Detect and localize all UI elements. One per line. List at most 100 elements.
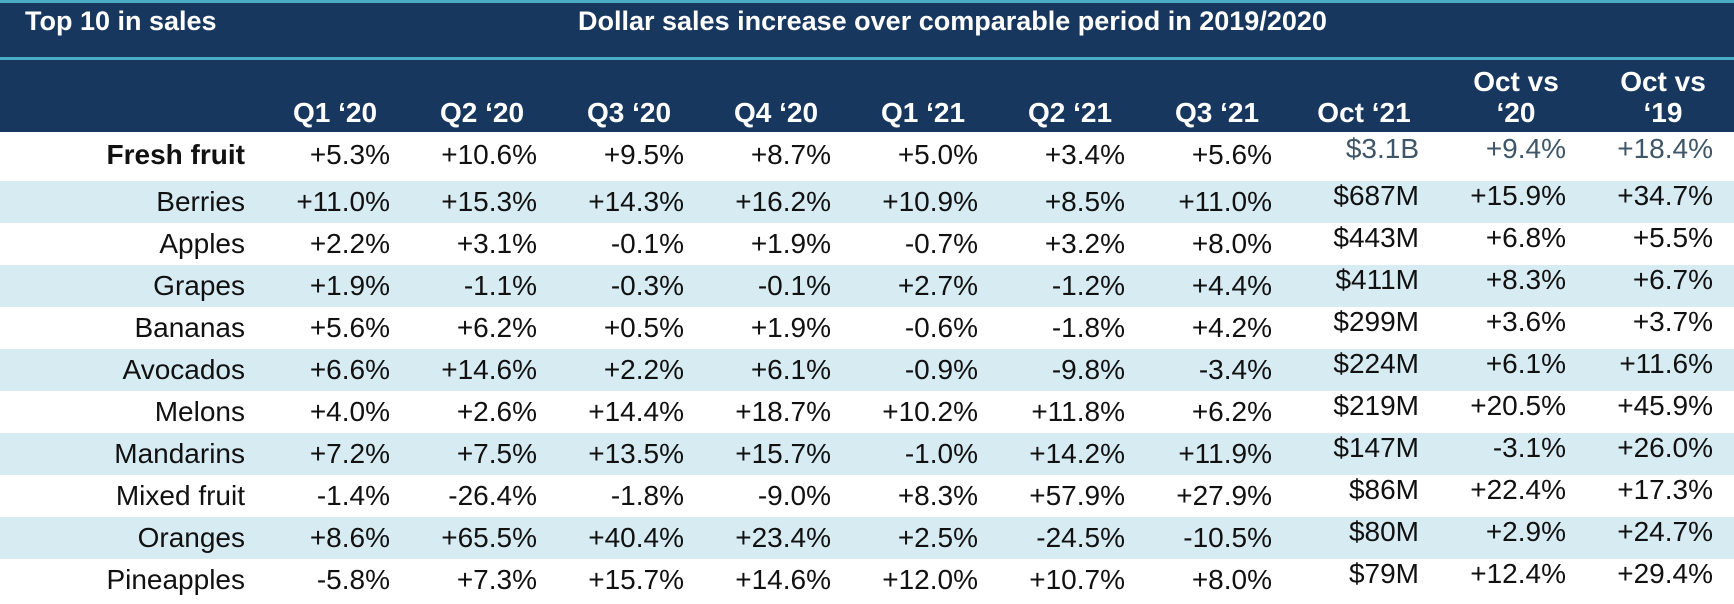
table-cell: +2.5% xyxy=(897,522,978,553)
table-cell: -0.1% xyxy=(757,270,831,301)
column-header: Q3 ‘20 xyxy=(586,97,672,128)
table-cell: +4.2% xyxy=(1191,312,1272,343)
table-cell: +15.7% xyxy=(588,564,684,595)
table-cell: +2.2% xyxy=(309,228,390,259)
table-cell: +18.4% xyxy=(1617,133,1713,164)
table-cell: +6.2% xyxy=(1191,396,1272,427)
table-cell: +3.2% xyxy=(1044,228,1125,259)
table-cell: -5.8% xyxy=(316,564,390,595)
table-cell: +27.9% xyxy=(1176,480,1272,511)
table-cell: -0.1% xyxy=(610,228,684,259)
table-cell: +8.0% xyxy=(1191,228,1272,259)
table-row: Pineapples -5.8% +7.3% +15.7% +14.6% +12.0% +1… xyxy=(0,558,1734,601)
table-cell: +6.1% xyxy=(1485,348,1566,379)
table-cell: +65.5% xyxy=(441,522,537,553)
table-cell: -0.9% xyxy=(904,354,978,385)
table-cell: +5.6% xyxy=(1191,139,1272,170)
table-cell: +11.8% xyxy=(1031,396,1125,427)
table-cell: +6.7% xyxy=(1632,264,1713,295)
table-cell: +10.7% xyxy=(1029,564,1125,595)
column-header: Oct vs ‘20 xyxy=(1473,66,1559,128)
table-cell: -3.4% xyxy=(1198,354,1272,385)
table-cell: +8.3% xyxy=(897,480,978,511)
column-header: Q2 ‘21 xyxy=(1027,97,1113,128)
column-header: Oct vs ‘19 xyxy=(1620,66,1706,128)
table-cell: -1.2% xyxy=(1051,270,1125,301)
table-cell: $219M xyxy=(1333,390,1419,421)
table-cell: +29.4% xyxy=(1617,558,1713,589)
table-cell: +13.5% xyxy=(588,438,684,469)
table-cell: +8.3% xyxy=(1485,264,1566,295)
table-cell: -9.0% xyxy=(757,480,831,511)
table-cell: +9.5% xyxy=(603,139,684,170)
table-cell: +6.8% xyxy=(1485,222,1566,253)
row-label: Mandarins xyxy=(114,438,245,469)
table-cell: +22.4% xyxy=(1470,474,1566,505)
table-cell: +14.6% xyxy=(735,564,831,595)
table-row: Avocados +6.6% +14.6% +2.2% +6.1% -0.9% -9.8% -… xyxy=(0,348,1734,391)
row-label: Mixed fruit xyxy=(115,480,245,511)
table-cell: -9.8% xyxy=(1051,354,1125,385)
table-cell: +3.4% xyxy=(1044,139,1125,170)
table-cell: +10.9% xyxy=(882,186,978,217)
table-cell: +26.0% xyxy=(1617,432,1713,463)
row-label: Pineapples xyxy=(106,564,245,595)
table-cell: +2.2% xyxy=(603,354,684,385)
table-cell: +11.0% xyxy=(1178,186,1272,217)
table-cell: -1.0% xyxy=(904,438,978,469)
table-cell: +3.6% xyxy=(1485,306,1566,337)
table-main-title: Dollar sales increase over comparable pe… xyxy=(578,6,1327,36)
table-cell: +6.1% xyxy=(750,354,831,385)
table-cell: -3.1% xyxy=(1492,432,1566,463)
table-cell: $687M xyxy=(1333,180,1419,211)
table-cell: +14.3% xyxy=(588,186,684,217)
table-row: Bananas +5.6% +6.2% +0.5% +1.9% -0.6% -1.8% +4.… xyxy=(0,306,1734,349)
table-cell: +5.6% xyxy=(309,312,390,343)
table-cell: +17.3% xyxy=(1617,474,1713,505)
table-cell: +11.0% xyxy=(296,186,390,217)
column-header: Q3 ‘21 xyxy=(1174,97,1260,128)
column-header: Oct ‘21 xyxy=(1317,97,1411,128)
table-cell: -1.4% xyxy=(316,480,390,511)
row-label: Berries xyxy=(156,186,245,217)
table-cell: -1.1% xyxy=(463,270,537,301)
header-top-rule xyxy=(0,0,1734,3)
table-cell: -24.5% xyxy=(1036,522,1125,553)
table-cell: +23.4% xyxy=(735,522,831,553)
table-cell: +2.7% xyxy=(897,270,978,301)
row-label: Fresh fruit xyxy=(106,139,245,170)
table-cell: +3.1% xyxy=(456,228,537,259)
table-cell: -0.7% xyxy=(904,228,978,259)
table-cell: +15.7% xyxy=(735,438,831,469)
table-cell: +2.9% xyxy=(1485,516,1566,547)
table-cell: +7.3% xyxy=(456,564,537,595)
table-cell: +8.7% xyxy=(750,139,831,170)
table-cell: +8.5% xyxy=(1044,186,1125,217)
header-mid-rule xyxy=(0,57,1734,60)
table-cell: -0.6% xyxy=(904,312,978,343)
table-cell: +5.5% xyxy=(1632,222,1713,253)
table-cell: +8.0% xyxy=(1191,564,1272,595)
table-row: Apples +2.2% +3.1% -0.1% +1.9% -0.7% +3.2% +8.0… xyxy=(0,222,1734,265)
table-row: Oranges +8.6% +65.5% +40.4% +23.4% +2.5% -24.5… xyxy=(0,516,1734,559)
row-label: Melons xyxy=(154,396,245,427)
table-cell: +10.6% xyxy=(441,139,537,170)
table-row: Fresh fruit +5.3% +10.6% +9.5% +8.7% +5.0% +3.… xyxy=(0,133,1734,176)
table-row: Berries +11.0% +15.3% +14.3% +16.2% +10.9% +8.… xyxy=(0,180,1734,223)
table-cell: $299M xyxy=(1333,306,1419,337)
column-header: Q1 ‘20 xyxy=(292,97,378,128)
table-cell: $411M xyxy=(1335,264,1419,295)
table-cell: +7.2% xyxy=(309,438,390,469)
table-cell: +16.2% xyxy=(735,186,831,217)
table-cell: +14.4% xyxy=(588,396,684,427)
table-cell: +7.5% xyxy=(456,438,537,469)
row-label: Apples xyxy=(159,228,245,259)
column-header: Q2 ‘20 xyxy=(439,97,525,128)
table-cell: +40.4% xyxy=(588,522,684,553)
table-cell: +1.9% xyxy=(750,312,831,343)
table-cell: +15.3% xyxy=(441,186,537,217)
table-cell: +12.0% xyxy=(882,564,978,595)
row-label: Bananas xyxy=(134,312,245,343)
table-cell: +4.0% xyxy=(309,396,390,427)
table-row: Grapes +1.9% -1.1% -0.3% -0.1% +2.7% -1.2% +4.4… xyxy=(0,264,1734,307)
